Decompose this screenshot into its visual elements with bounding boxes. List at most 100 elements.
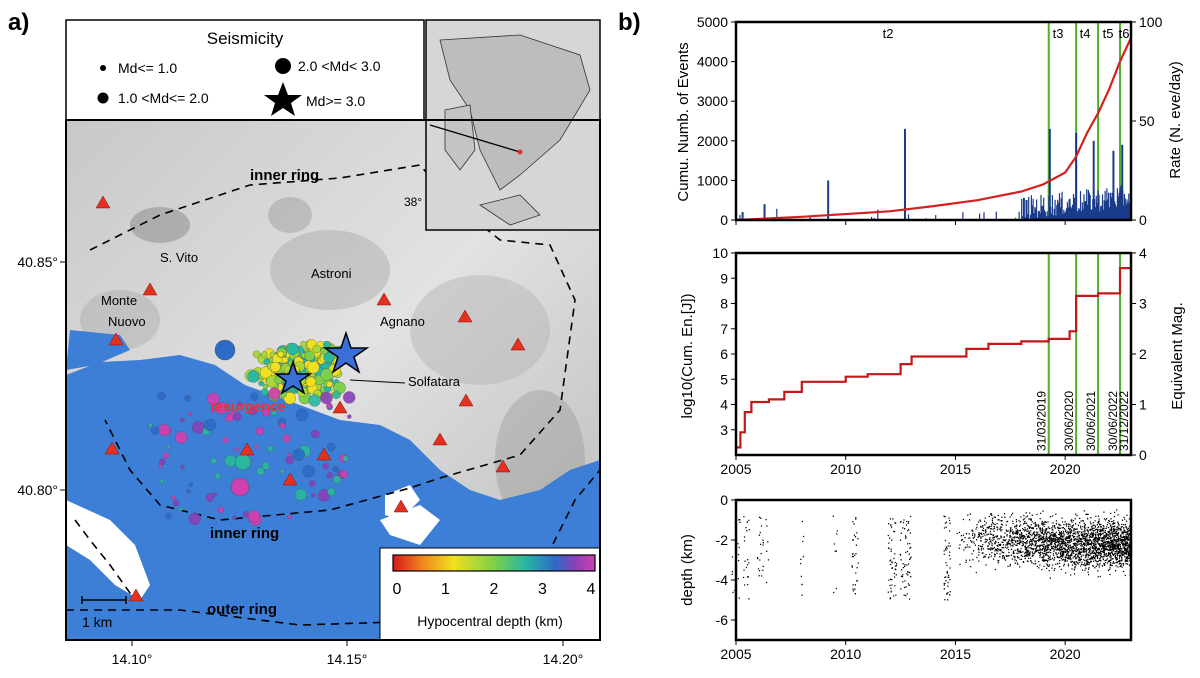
event-marker <box>304 350 315 362</box>
event-marker <box>186 489 191 494</box>
station-triangle <box>457 309 473 323</box>
ytick-label: 10 <box>712 245 728 261</box>
ytick-label: 5000 <box>697 14 728 30</box>
event-marker <box>234 453 252 471</box>
period-label: t4 <box>1080 26 1091 41</box>
depth-time-chart: depth (km) 0 -2 -4 -6 2005 2010 2015 2020 <box>679 492 1133 662</box>
event-marker <box>159 479 164 484</box>
ytick-label-right: 0 <box>1139 447 1147 463</box>
event-marker <box>188 512 201 525</box>
event-marker <box>286 342 299 356</box>
station-triangle <box>142 282 158 296</box>
monte-nuovo-label-1: Monte <box>101 293 137 308</box>
posillipo-tip <box>380 505 440 545</box>
event-marker <box>224 454 237 468</box>
event-marker <box>222 436 229 444</box>
b2-ylabel-right: Equivalent Mag. <box>1169 302 1186 410</box>
event-marker <box>188 482 194 488</box>
ytick-label: 8 <box>720 296 728 312</box>
lon-tick-2: 14.15° <box>327 651 368 667</box>
event-marker <box>326 472 333 479</box>
ytick-label: 9 <box>720 270 728 286</box>
seismic-stations <box>95 195 526 602</box>
ytick-label-right: 100 <box>1139 14 1163 30</box>
event-marker <box>332 475 342 484</box>
legend-item-3: 2.0 <Md< 3.0 <box>298 58 381 74</box>
event-marker <box>210 457 217 465</box>
event-marker <box>162 452 170 459</box>
legend-title: Seismicity <box>207 29 284 48</box>
event-marker <box>280 469 285 474</box>
panel-b-label: b) <box>618 9 641 36</box>
event-marker <box>320 368 333 381</box>
event-marker <box>307 361 320 374</box>
inset-lat-label: 38° <box>404 195 422 209</box>
lon-tick-1: 14.10° <box>112 651 153 667</box>
event-marker <box>295 408 309 421</box>
colorbar-title: Hypocentral depth (km) <box>417 613 563 629</box>
event-marker <box>258 380 264 387</box>
event-marker <box>252 350 261 358</box>
cumulative-events-chart: Cumu. Numb. of Events Rate (N. eve/day) … <box>675 14 1184 228</box>
event-marker <box>247 370 260 383</box>
map-frame <box>65 119 601 641</box>
event-marker <box>308 394 321 407</box>
inset-map: 38° <box>404 19 601 231</box>
event-marker <box>188 411 193 417</box>
event-marker <box>180 464 185 470</box>
event-marker <box>260 388 269 396</box>
md3-event-star <box>273 359 313 395</box>
astroni-label: Astroni <box>311 266 352 281</box>
scale-bar-label: 1 km <box>82 614 112 630</box>
event-marker <box>326 442 336 452</box>
scale-bar: 1 km <box>81 596 127 630</box>
agnano-label: Agnano <box>380 314 425 329</box>
date-label: 30/06/2022 <box>1106 391 1120 451</box>
event-marker <box>309 480 316 487</box>
station-triangle <box>316 447 332 461</box>
event-marker <box>150 426 160 435</box>
s-vito-label: S. Vito <box>160 250 198 265</box>
event-marker <box>157 423 171 437</box>
misenum-cape <box>66 500 150 600</box>
event-marker <box>217 506 225 514</box>
xtick-label: 2015 <box>940 461 971 477</box>
b3-ylabel: depth (km) <box>679 534 696 606</box>
panel-a-label: a) <box>8 9 29 36</box>
event-marker <box>302 465 315 478</box>
event-marker <box>255 426 264 436</box>
lat-tick-2: 40.80° <box>17 482 58 498</box>
event-marker <box>300 340 307 348</box>
station-triangle <box>239 442 255 456</box>
xtick-label: 2015 <box>940 646 971 662</box>
event-marker <box>247 510 261 523</box>
station-triangle <box>458 393 474 407</box>
ytick-label: 2000 <box>697 133 728 149</box>
event-marker <box>233 412 242 421</box>
station-triangle <box>332 400 348 414</box>
event-marker <box>171 495 176 500</box>
event-marker <box>323 352 334 363</box>
monte-nuovo-label-2: Nuovo <box>108 314 146 329</box>
depth-points <box>731 509 1133 601</box>
ytick-label: -2 <box>716 532 729 548</box>
event-marker <box>250 392 259 401</box>
ytick-label-right: 4 <box>1139 245 1147 261</box>
outer-ring-label: outer ring <box>207 601 277 618</box>
ytick-label: 3 <box>720 422 728 438</box>
date-label: 31/12/2022 <box>1117 391 1131 451</box>
legend-symbol-medium <box>97 92 109 104</box>
event-marker <box>262 383 269 390</box>
rate-bars <box>737 185 1132 220</box>
event-marker <box>294 488 307 501</box>
event-marker <box>312 344 321 354</box>
inner-ring-label-top: inner ring <box>250 167 319 184</box>
event-marker <box>203 418 217 432</box>
resurgence-label: resurgence <box>210 398 286 414</box>
colorbar-tick: 1 <box>441 581 450 598</box>
station-triangle <box>495 459 511 473</box>
xtick-label: 2010 <box>830 461 861 477</box>
event-marker <box>254 444 259 450</box>
event-marker <box>205 493 215 502</box>
xtick-label: 2005 <box>720 646 751 662</box>
